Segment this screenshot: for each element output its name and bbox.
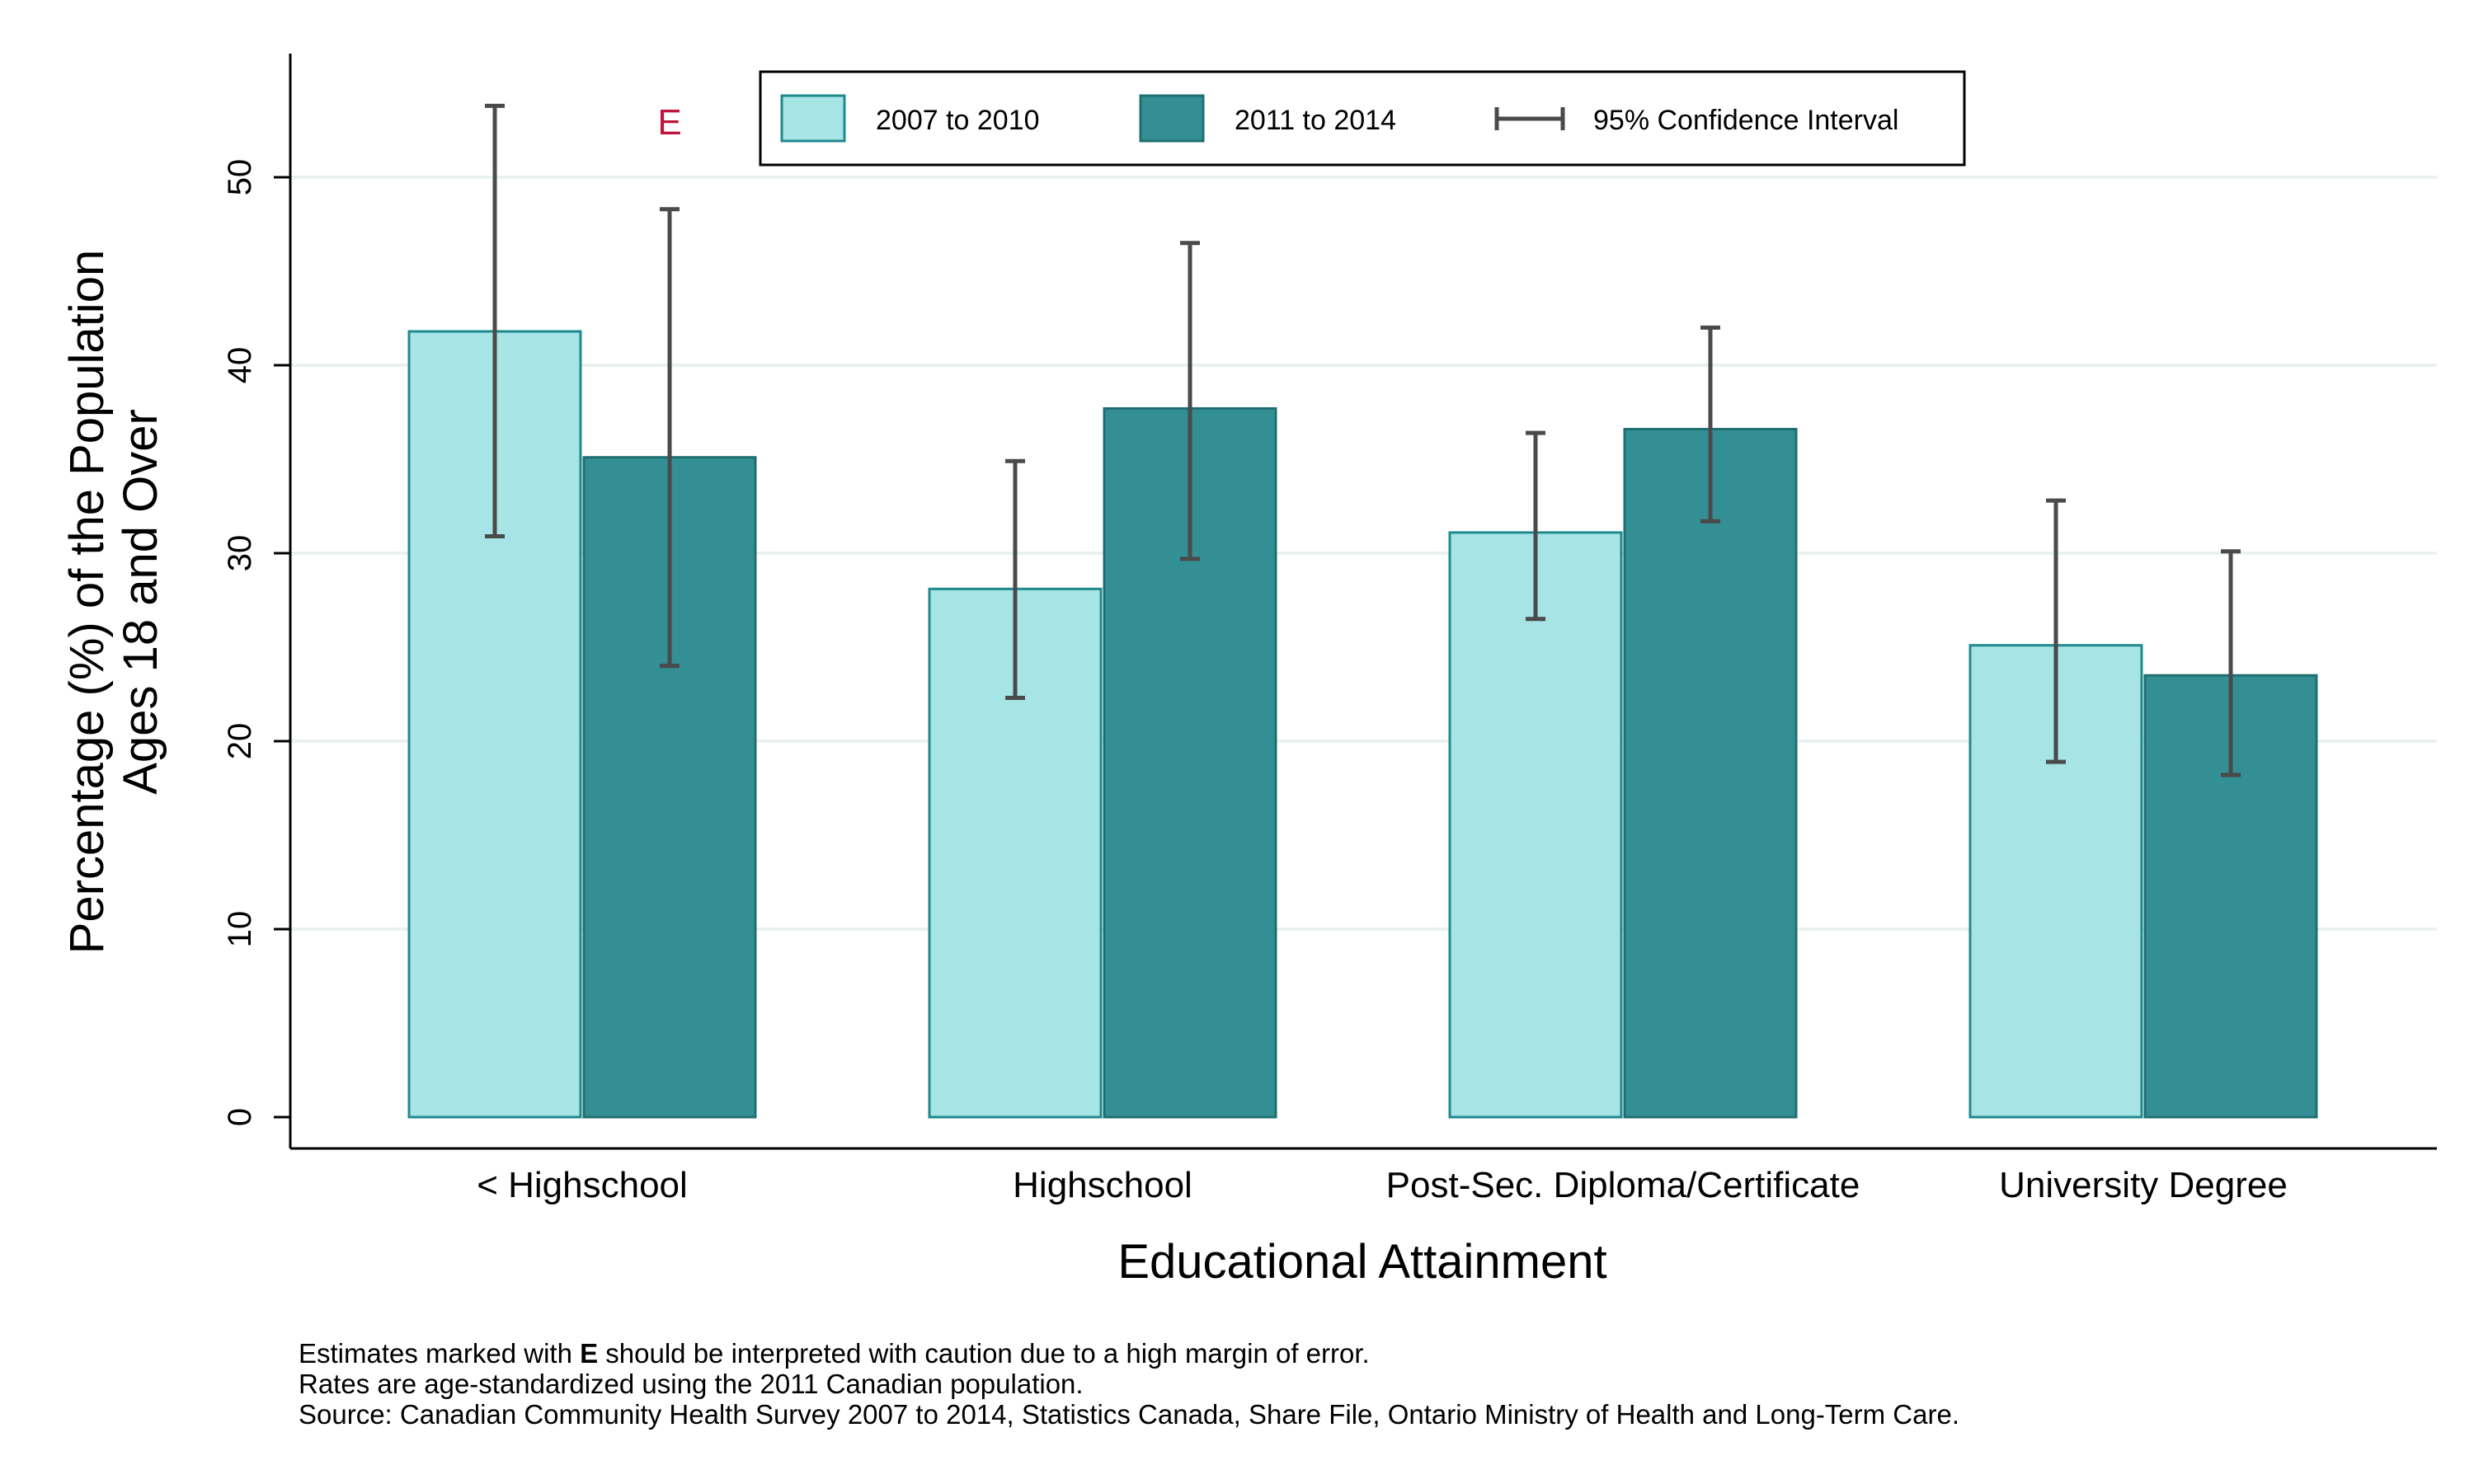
legend-swatch-2011-2014 <box>1139 94 1205 143</box>
legend-label-2011-2014: 2011 to 2014 <box>1235 105 1396 136</box>
estimate-flags: E <box>657 102 681 143</box>
legend-label-ci: 95% Confidence Interval <box>1593 105 1898 136</box>
legend-swatch-2007-2010 <box>780 94 846 143</box>
ci-2007-2010-2 <box>1526 430 1545 622</box>
ci-2011-2014-0 <box>660 207 680 669</box>
y-tick-label: 0 <box>222 1108 258 1126</box>
y-tick-label: 10 <box>222 911 258 948</box>
ci-2011-2014-1 <box>1180 241 1200 561</box>
tick-labels: 0 10 20 30 40 50 < Highschool Highschool Post-Se… <box>222 159 2288 1205</box>
y-tick-label: 40 <box>222 347 258 384</box>
y-axis-title-line-1: Percentage (%) of the Population <box>60 250 114 954</box>
x-axis-title: Educational Attainment <box>1117 1235 1606 1289</box>
y-tick-label: 20 <box>222 723 258 760</box>
bar-2011-2014-2 <box>1623 428 1798 1119</box>
y-tick-label: 50 <box>222 159 258 196</box>
x-tick-label: University Degree <box>1999 1165 2288 1205</box>
axes <box>274 54 2437 1150</box>
footnote-source: Source: Canadian Community Health Survey… <box>299 1399 1959 1430</box>
ci-2007-2010-1 <box>1005 458 1025 701</box>
footnote-estimates-caution: Estimates marked with E should be interp… <box>299 1338 1370 1369</box>
ci-2007-2010-3 <box>2046 498 2066 764</box>
y-axis-title-line-2: Ages 18 and Over <box>114 409 167 795</box>
legend-ci-symbol <box>1494 107 1565 130</box>
x-tick-label: < Highschool <box>477 1165 688 1205</box>
x-tick-label: Highschool <box>1013 1165 1192 1205</box>
ci-2007-2010-0 <box>485 103 505 538</box>
bars <box>407 330 2318 1119</box>
ci-2011-2014-3 <box>2221 549 2241 777</box>
footnotes: Estimates marked with E should be interp… <box>299 1338 1959 1430</box>
footnote-age-standardized: Rates are age-standardized using the 201… <box>299 1369 1084 1399</box>
bar-2007-2010-1 <box>928 587 1103 1119</box>
estimate-flag-e: E <box>657 102 681 143</box>
ci-2011-2014-2 <box>1700 325 1720 524</box>
legend: 2007 to 2010 2011 to 2014 95% Confidence… <box>759 70 1966 167</box>
legend-box <box>759 70 1966 167</box>
y-tick-label: 30 <box>222 535 258 572</box>
legend-label-2007-2010: 2007 to 2010 <box>876 105 1040 136</box>
x-tick-label: Post-Sec. Diploma/Certificate <box>1386 1165 1860 1205</box>
confidence-intervals <box>485 103 2241 777</box>
